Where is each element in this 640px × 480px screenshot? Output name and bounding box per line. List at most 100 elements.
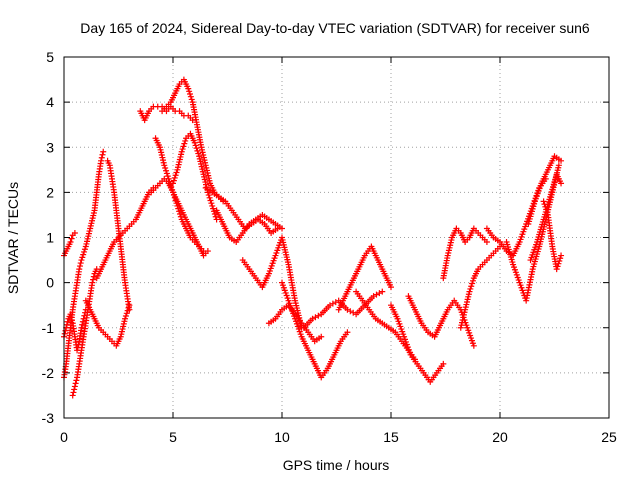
data-point [161,162,168,169]
data-point [69,392,76,399]
data-point [68,317,75,324]
y-tick-label: -2 [42,365,55,381]
data-point [163,170,170,177]
data-point [185,85,192,92]
data-point [318,333,325,340]
data-point [544,209,551,216]
data-point [191,139,198,146]
y-tick-label: -1 [42,320,55,336]
data-point [165,175,172,182]
data-point [126,306,133,313]
data-point [176,211,183,218]
data-point [70,389,77,396]
data-point [200,248,207,255]
data-point [194,147,201,154]
data-point [90,276,97,283]
data-point [557,255,564,262]
x-tick-label: 5 [169,429,177,445]
y-tick-label: 1 [46,230,54,246]
data-point [174,202,181,209]
x-axis-label: GPS time / hours [283,457,390,473]
data-point [207,197,214,204]
data-point [540,198,547,205]
data-point [187,91,194,98]
y-tick-label: 2 [46,184,54,200]
data-point [192,142,199,149]
data-point [67,311,74,318]
data-point [81,246,88,253]
data-point [541,201,548,208]
data-point [483,239,490,246]
data-point [76,266,83,273]
data-point [171,174,178,181]
data-point [186,88,193,95]
y-tick-label: 3 [46,139,54,155]
data-marks [61,76,565,399]
data-point [379,288,386,295]
data-point [205,192,212,199]
data-point [209,202,216,209]
data-point [553,266,560,273]
data-point [173,169,180,176]
data-point [89,279,96,286]
data-point [558,252,565,259]
data-point [469,280,476,287]
data-point [178,148,185,155]
data-point [388,284,394,291]
data-point [78,257,85,264]
data-point [68,314,75,321]
data-point [470,342,477,349]
data-point [62,327,69,334]
data-point [195,150,202,157]
data-point [210,205,217,212]
data-point [64,318,71,325]
data-point [170,177,177,184]
data-point [79,254,86,261]
data-point [177,213,184,220]
data-point [76,263,83,270]
data-point [71,383,78,390]
data-point [169,186,176,193]
data-point [206,194,213,201]
data-point [166,178,173,185]
data-point [344,329,351,336]
data-point [170,192,177,199]
data-point [468,283,475,290]
x-tick-label: 20 [492,429,508,445]
data-point [78,324,85,331]
data-point [440,360,447,367]
data-point [175,205,182,212]
data-point [181,140,188,147]
data-point [122,315,129,322]
data-point [180,143,187,150]
data-point [279,225,285,232]
data-point [554,263,561,270]
data-point [211,211,218,218]
data-point [99,151,106,158]
data-point [80,251,87,258]
data-point [558,157,565,164]
y-tick-label: 4 [46,94,54,110]
data-point [163,167,170,174]
data-point [71,229,78,236]
chart-title: Day 165 of 2024, Sidereal Day-to-day VTE… [80,20,590,36]
x-tick-label: 10 [274,429,290,445]
data-point [555,162,562,169]
data-point [164,173,171,180]
data-point [208,200,215,207]
data-point [172,172,179,179]
data-point [172,197,179,204]
y-tick-label: -3 [42,410,55,426]
data-point [72,380,79,387]
data-point [81,248,88,255]
data-point [188,96,195,103]
plot-frame [63,56,610,419]
data-point [556,257,563,264]
data-point [167,181,174,188]
x-tick-label: 15 [383,429,399,445]
data-point [100,148,107,155]
data-point [542,203,549,210]
data-point [176,208,183,215]
data-point [63,321,70,328]
data-point [71,386,78,393]
